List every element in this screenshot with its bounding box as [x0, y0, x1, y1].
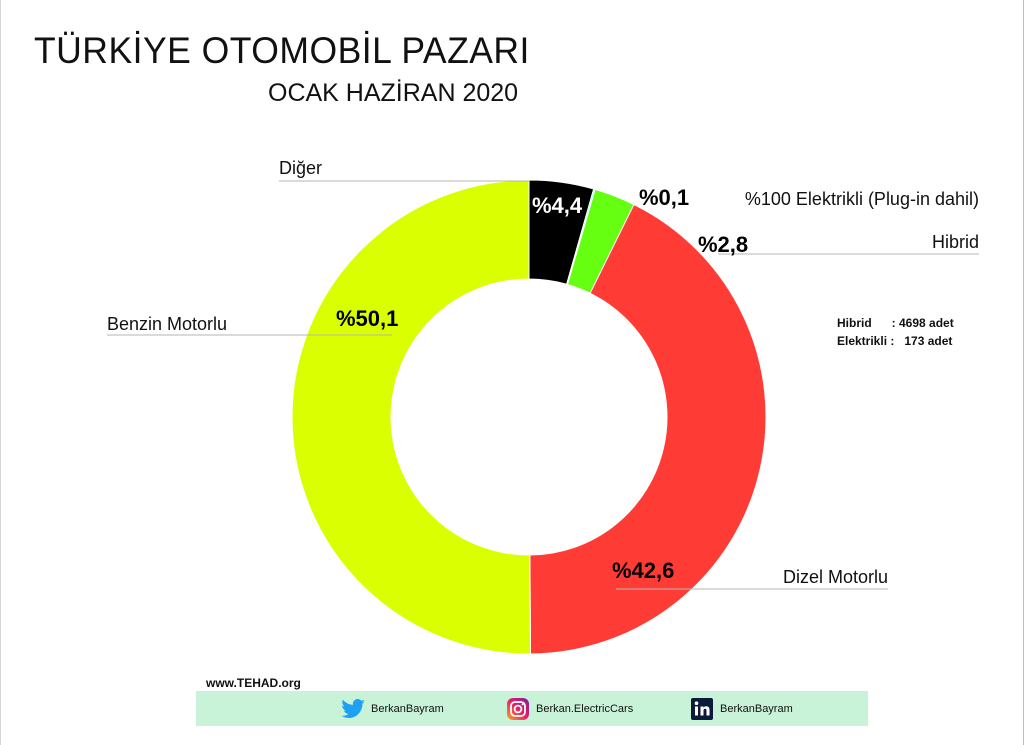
slice-value-label-2: %0,1	[639, 185, 689, 210]
social-instagram[interactable]: Berkan.ElectricCars	[506, 697, 633, 721]
twitter-handle: BerkanBayram	[371, 703, 444, 715]
note-hibrid-count: Hibrid : 4698 adet	[837, 316, 954, 330]
donut-slices	[291, 179, 767, 655]
linkedin-handle: BerkanBayram	[720, 703, 793, 715]
slice-name-label-4: Dizel Motorlu	[783, 567, 888, 587]
chart-title: TÜRKİYE OTOMOBİL PAZARI	[34, 30, 530, 71]
slice-name-label-1: Diğer	[279, 158, 322, 178]
chart-subtitle: OCAK HAZİRAN 2020	[268, 79, 519, 107]
social-twitter[interactable]: BerkanBayram	[341, 697, 444, 721]
slice-value-label-3: %2,8	[698, 232, 748, 257]
linkedin-icon	[690, 697, 714, 721]
frame-left-border	[0, 0, 1, 745]
slice-value-label-4: %42,6	[612, 558, 674, 583]
slice-4	[529, 203, 767, 655]
social-linkedin[interactable]: BerkanBayram	[690, 697, 793, 721]
twitter-icon	[341, 697, 365, 721]
website-link[interactable]: www.TEHAD.org	[206, 676, 301, 690]
instagram-handle: Berkan.ElectricCars	[536, 703, 634, 715]
social-bar: BerkanBayram Berkan.ElectricCars	[196, 691, 868, 726]
leader-lines	[107, 180, 979, 590]
slice-name-label-2: %100 Elektrikli (Plug-in dahil)	[745, 189, 979, 209]
slice-value-label-1: %4,4	[532, 193, 583, 218]
note-elektrikli-count: Elektrikli : 173 adet	[837, 334, 953, 348]
instagram-icon	[506, 697, 530, 721]
slice-name-label-3: Hibrid	[932, 232, 979, 252]
slice-name-label-5: Benzin Motorlu	[107, 314, 227, 334]
slice-5	[291, 179, 531, 655]
data-labels: Diğer %4,4 %100 Elektrikli (Plug-in dahil)…	[107, 158, 979, 587]
slice-value-label-5: %50,1	[336, 306, 398, 331]
